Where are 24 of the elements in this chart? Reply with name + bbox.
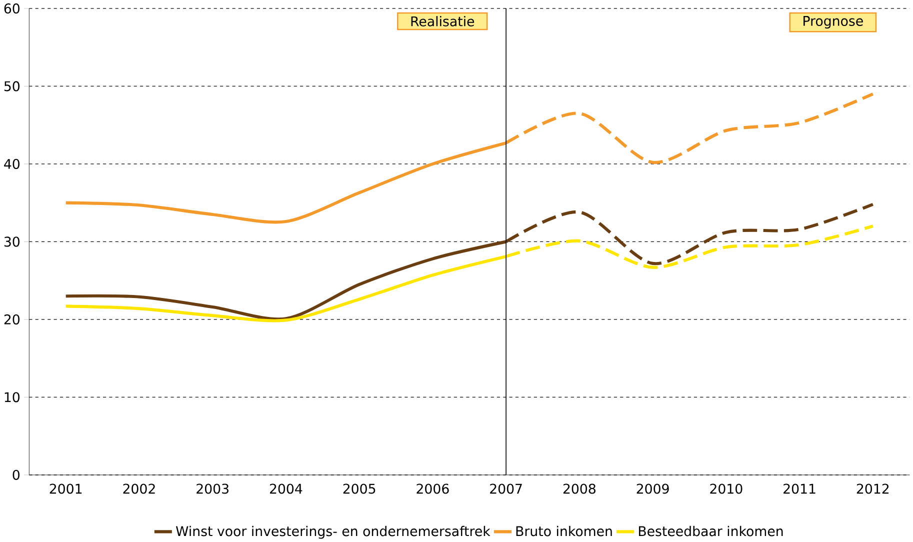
x-tick-label: 2003 bbox=[196, 484, 228, 494]
x-tick-label: 2006 bbox=[416, 484, 449, 494]
y-tick-label: 30 bbox=[4, 236, 20, 247]
legend-label: Besteedbaar inkomen bbox=[638, 526, 783, 536]
annotation: Realisatie bbox=[411, 16, 474, 27]
x-tick-label: 2005 bbox=[343, 484, 376, 494]
y-tick-label: 20 bbox=[4, 314, 20, 325]
x-tick-label: 2010 bbox=[710, 484, 742, 494]
y-tick-label: 50 bbox=[4, 81, 20, 92]
x-tick-label: 2007 bbox=[490, 484, 522, 494]
x-tick-label: 2001 bbox=[50, 484, 82, 494]
x-tick-label: 2009 bbox=[636, 484, 669, 494]
annotation: Prognose bbox=[804, 16, 863, 29]
x-tick-label: 2004 bbox=[270, 484, 302, 494]
y-tick-label: 60 bbox=[4, 4, 20, 14]
y-tick-label: 0 bbox=[12, 470, 20, 480]
x-tick-label: 2012 bbox=[856, 484, 889, 494]
x-tick-label: 2011 bbox=[784, 484, 816, 494]
x-tick-label: 2002 bbox=[123, 484, 155, 494]
x-tick-label: 2008 bbox=[563, 484, 596, 494]
y-tick-label: 40 bbox=[4, 159, 20, 170]
y-tick-label: 10 bbox=[4, 392, 20, 402]
legend-label: Bruto inkomen bbox=[516, 526, 612, 536]
legend-label: Winst voor investerings- en ondernemersaftrek bbox=[176, 526, 490, 539]
